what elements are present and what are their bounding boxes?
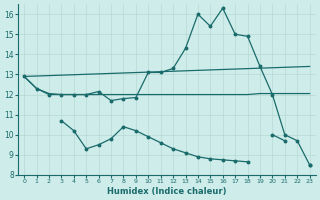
X-axis label: Humidex (Indice chaleur): Humidex (Indice chaleur) [107, 187, 227, 196]
